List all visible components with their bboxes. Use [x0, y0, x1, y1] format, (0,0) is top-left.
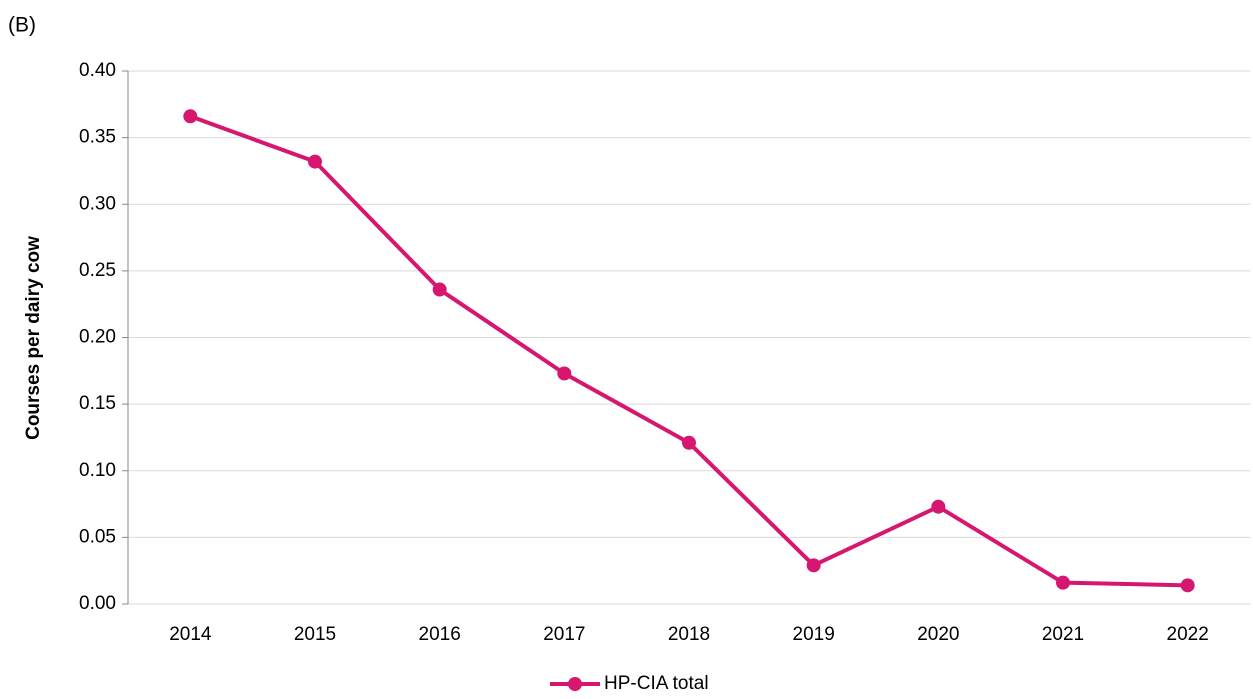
data-point: [557, 366, 572, 381]
y-axis-label: Courses per dairy cow: [23, 236, 44, 440]
x-tick-label: 2019: [793, 624, 835, 645]
data-point: [183, 109, 198, 124]
legend-marker: [568, 677, 582, 691]
x-tick-label: 2016: [419, 624, 461, 645]
y-tick-label: 0.30: [79, 193, 116, 214]
x-tick-label: 2021: [1042, 624, 1084, 645]
x-tick-label: 2014: [169, 624, 212, 645]
panel-label: (B): [8, 14, 36, 37]
data-point: [682, 435, 696, 450]
data-point: [806, 558, 821, 573]
y-tick-label: 0.25: [79, 260, 116, 281]
x-tick-label: 2020: [917, 624, 959, 645]
y-tick-label: 0.15: [79, 393, 116, 414]
y-tick-label: 0.00: [79, 593, 116, 614]
data-point: [1056, 575, 1070, 590]
legend-label: HP-CIA total: [604, 673, 709, 694]
y-tick-label: 0.35: [79, 127, 116, 148]
y-tick-label: 0.10: [79, 460, 116, 481]
data-point: [432, 282, 447, 297]
x-tick-label: 2015: [294, 624, 336, 645]
y-tick-label: 0.05: [79, 526, 116, 547]
data-point: [1180, 578, 1195, 593]
x-tick-label: 2022: [1167, 624, 1209, 645]
series-line: [189, 114, 1188, 588]
x-tick-label: 2018: [668, 624, 710, 645]
y-tick-label: 0.40: [79, 60, 116, 81]
data-point: [931, 499, 946, 514]
y-tick-label: 0.20: [79, 327, 116, 348]
data-point: [308, 154, 322, 169]
x-tick-label: 2017: [543, 624, 585, 645]
